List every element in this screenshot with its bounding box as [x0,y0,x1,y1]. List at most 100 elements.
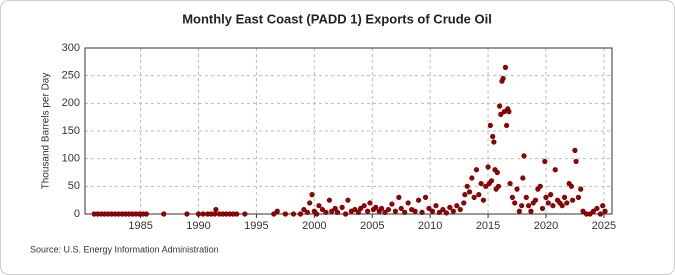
point [550,203,556,209]
point [213,206,219,213]
point [319,206,326,213]
point [242,211,248,217]
point [440,206,446,213]
point [497,103,503,109]
y-tick-label: 0 [74,208,80,220]
point [443,210,449,216]
point [471,194,477,200]
point [578,186,584,192]
point [575,194,582,200]
x-tick-label: 1990 [186,220,210,232]
point [290,211,297,217]
x-tick-label: 2015 [476,220,500,232]
point [405,200,411,206]
point [521,153,527,159]
point [495,183,502,189]
point [537,183,543,189]
point [297,211,304,217]
point [587,211,593,217]
point [358,205,364,212]
point [402,209,408,215]
point [485,164,491,170]
point [184,211,190,217]
point [429,208,436,214]
point [396,194,402,200]
point [365,208,371,214]
point [519,203,525,209]
point [466,189,473,195]
x-tick-label: 2020 [534,220,558,232]
point [476,192,482,198]
point [570,197,576,203]
point [545,200,551,206]
point [539,205,546,212]
point [572,147,578,153]
point [161,211,167,217]
point [398,205,404,212]
point [389,201,395,207]
point [332,205,338,212]
point [392,208,399,214]
point [419,209,425,215]
point [561,194,568,200]
point [552,167,558,173]
point [378,205,385,212]
point [367,200,373,206]
x-tick-label: 2025 [592,220,616,232]
x-tick-label: 2005 [360,220,384,232]
point [343,211,349,217]
point [352,206,358,213]
x-tick-label: 2010 [418,220,442,232]
point [480,197,487,203]
point [447,204,453,210]
y-tick-label: 50 [68,180,80,192]
point [304,209,310,215]
point [490,133,496,140]
point [301,206,307,213]
point [491,139,497,145]
point [504,122,510,129]
point [516,208,522,214]
point [307,200,313,206]
y-tick-label: 250 [62,70,80,82]
point [597,211,604,217]
point [355,209,361,215]
point [509,194,515,200]
point [602,208,608,214]
chart-title: Monthly East Coast (PADD 1) Exports of C… [182,11,492,26]
point [478,180,484,187]
point [542,158,548,165]
point [594,205,600,212]
point [373,204,379,210]
point [520,175,526,181]
point [436,209,443,215]
point [426,205,432,212]
point [512,200,518,206]
y-tick-label: 100 [62,153,80,165]
point [600,203,606,209]
point [507,180,513,187]
point [385,206,392,213]
point [532,197,539,203]
point [590,208,597,214]
point [282,211,288,217]
point [323,209,329,215]
point [316,203,322,209]
point [528,208,534,214]
point [464,183,470,189]
y-tick-label: 300 [62,42,80,54]
point [543,194,549,200]
point [494,169,500,176]
point [498,111,504,117]
point [469,175,475,181]
source: Source: U.S. Energy Information Administ… [30,244,219,254]
point [454,203,460,209]
point [361,203,367,209]
point [329,208,335,214]
point [473,167,480,173]
point [309,192,315,198]
point [433,203,439,209]
x-tick-label: 1995 [244,220,268,232]
